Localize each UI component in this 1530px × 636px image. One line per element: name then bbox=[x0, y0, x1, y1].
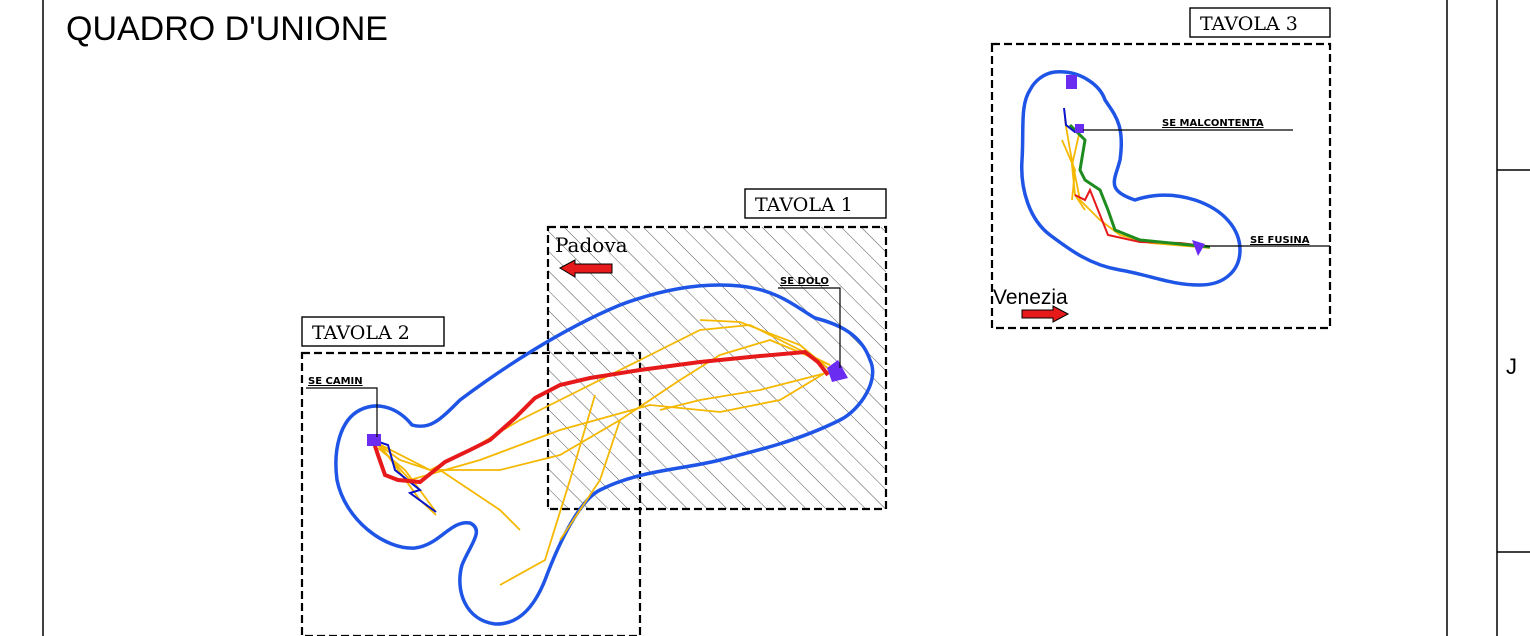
sheet-2-label-box bbox=[301, 316, 445, 347]
side-mark: J bbox=[1506, 354, 1517, 379]
station-label-malcontenta: SE MALCONTENTA bbox=[1162, 118, 1264, 129]
arrow-venezia-icon bbox=[1021, 305, 1070, 323]
route-green-east bbox=[1068, 123, 1211, 249]
station-dolo-marker bbox=[827, 360, 848, 382]
station-label-camin: SE CAMIN bbox=[308, 376, 363, 387]
sheet-1-label-box bbox=[744, 188, 887, 219]
station-fusina-marker bbox=[1192, 240, 1205, 256]
arrow-padova-icon bbox=[558, 259, 613, 278]
sheet-3-label: TAVOLA 3 bbox=[1200, 13, 1298, 35]
sheet-2-label: TAVOLA 2 bbox=[312, 322, 410, 344]
station-camin-marker bbox=[367, 434, 381, 446]
sheet-1-label: TAVOLA 1 bbox=[755, 194, 853, 216]
buffer-outline-west bbox=[334, 283, 875, 626]
route-red-main bbox=[371, 349, 830, 485]
station-top-marker bbox=[1066, 75, 1077, 89]
buffer-outline-east bbox=[1020, 70, 1242, 287]
page-title: QUADRO D'UNIONE bbox=[66, 10, 388, 48]
city-label-venezia: Venezia bbox=[993, 286, 1068, 309]
sheet-2-frame bbox=[300, 351, 642, 636]
station-label-fusina: SE FUSINA bbox=[1250, 235, 1310, 246]
city-label-padova: Padova bbox=[555, 233, 628, 257]
drawing-frame bbox=[42, 0, 1530, 636]
sheet-1-frame bbox=[546, 225, 888, 511]
station-label-dolo: SE DOLO bbox=[780, 276, 829, 287]
sheet-3-label-box bbox=[1189, 7, 1331, 38]
leader-lines bbox=[306, 129, 1330, 437]
sheet-3-frame bbox=[990, 42, 1332, 330]
station-malcontenta-marker bbox=[1075, 124, 1084, 133]
